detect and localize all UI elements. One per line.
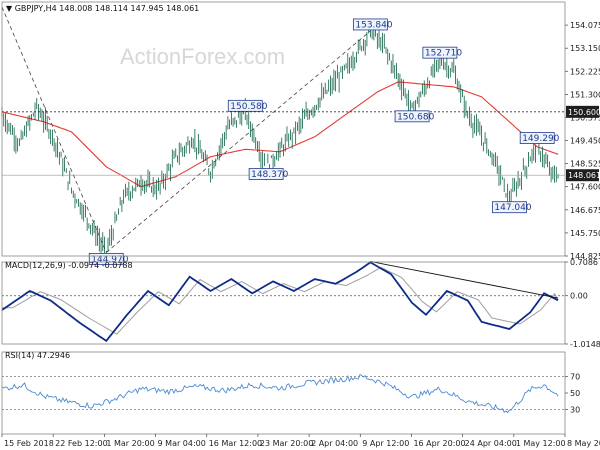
x-tick-label: 9 Mar 04:00 [158,439,206,448]
trend-dashed-line [106,30,371,253]
macd-title: MACD(12,26,9) -0.0974 -0.0788 [5,261,133,270]
price-annotation-label: 147.040 [494,203,531,213]
price-annotation-box [394,110,430,123]
rsi-line [1,373,559,414]
x-tick-label: 2 Apr 04:00 [311,439,358,448]
current-price-label: 148.061 [568,171,600,180]
price-annotation-box [491,201,527,214]
price-y-tick-label: 154.075 [570,21,600,30]
price-y-tick-label: 144.825 [570,252,600,261]
price-annotation-label: 144.970 [91,255,128,265]
x-tick-label: 1 May 12:00 [516,439,566,448]
price-annotation-label: 150.680 [397,112,434,122]
price-y-tick-label: 145.750 [570,229,600,238]
watermark: ActionForex.com [120,44,285,69]
price-annotation-box [88,252,124,265]
x-tick-label: 16 Apr 20:00 [413,439,465,448]
price-annotation-box [422,46,458,59]
x-tick-label: 22 Feb 12:00 [55,439,107,448]
price-y-tick-label: 152.225 [570,67,600,76]
rsi-y-tick-label: 30 [570,405,580,414]
x-tick-label: 23 Mar 20:00 [260,439,313,448]
macd-y-tick-label: 0.00 [570,292,588,301]
price-y-tick-label: 147.600 [570,183,600,192]
price-y-tick-label: 150.375 [570,113,600,122]
price-y-tick-label: 153.150 [570,44,600,53]
price-annotation-box [352,18,388,31]
chart-header: ▼ GBPJPY,H4 148.008 148.114 147.945 148.… [6,4,199,13]
x-tick-label: 1 Mar 20:00 [106,439,154,448]
price-y-tick-label: 148.525 [570,160,600,169]
price-annotation-label: 149.290 [522,134,559,144]
price-annotation-label: 150.580 [230,102,267,112]
price-y-tick-label: 146.675 [570,206,600,215]
level-line-label: 150.600 [568,108,600,117]
price-annotation-label: 152.710 [425,49,462,59]
price-annotation-label: 153.840 [355,20,392,30]
x-tick-label: 16 Mar 12:00 [209,439,262,448]
price-y-tick-label: 149.450 [570,137,600,146]
x-tick-label: 24 Apr 04:00 [465,439,517,448]
level-line-label-bg [566,105,599,118]
macd-y-tick-label: 0.7086 [570,258,598,267]
x-tick-label: 8 May 20:00 [567,439,600,448]
macd-trendline [370,261,559,299]
macd-panel-frame [1,261,566,345]
price-panel-frame [1,1,566,257]
price-annotation-box [519,132,555,144]
price-annotation-box [227,99,263,112]
rsi-y-tick-label: 50 [570,389,580,398]
macd-line [1,261,559,343]
x-tick-label: 15 Feb 2018 [4,439,54,448]
price-annotation-box [248,168,284,180]
price-annotation-label: 148.370 [251,170,288,180]
rsi-title: RSI(14) 47.2946 [5,351,70,360]
rsi-y-tick-label: 70 [570,373,580,382]
x-tick-label: 9 Apr 12:00 [362,439,409,448]
current-price-label-bg [566,169,599,182]
macd-y-tick-label: -1.0148 [570,340,600,349]
price-y-tick-label: 151.300 [570,90,600,99]
trend-dashed-line [1,6,107,253]
